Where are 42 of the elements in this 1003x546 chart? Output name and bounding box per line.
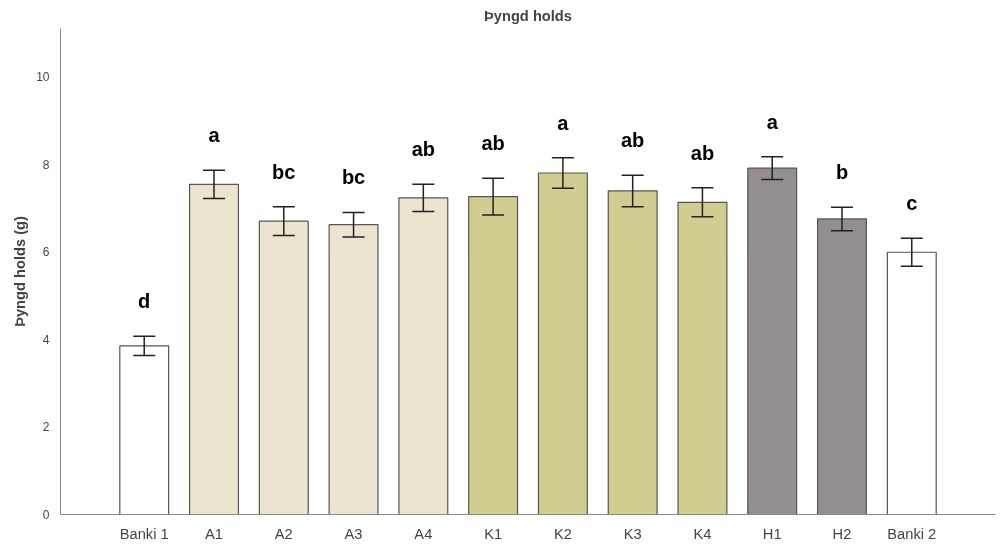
annotation: d <box>138 290 151 313</box>
annotation: bc <box>341 166 366 189</box>
annotation: b <box>835 161 849 184</box>
y-tick-label: 2 <box>42 420 50 435</box>
x-tick-label: A4 <box>414 525 433 542</box>
y-tick-label: 4 <box>42 332 50 347</box>
x-tick-label: A3 <box>344 525 363 542</box>
bar <box>398 197 449 515</box>
x-tick-label: H2 <box>832 525 852 542</box>
bar <box>328 224 379 515</box>
x-tick-label: A2 <box>274 525 293 542</box>
y-tick-label: 10 <box>36 70 50 85</box>
annotation: a <box>766 110 779 133</box>
x-tick-label: H1 <box>762 525 782 542</box>
annotation: a <box>208 124 221 147</box>
y-tick-label: 8 <box>42 157 50 172</box>
bar <box>537 172 588 515</box>
x-tick-label: K2 <box>553 525 572 542</box>
bar <box>188 183 240 515</box>
annotation: ab <box>620 129 645 152</box>
x-tick-label: Banki 2 <box>887 525 937 542</box>
y-axis-title: Þyngd holds (g) <box>12 216 29 327</box>
annotation: bc <box>272 160 296 183</box>
annotation: a <box>557 111 570 134</box>
x-tick-label: K4 <box>693 525 712 542</box>
x-tick-label: A1 <box>205 525 223 542</box>
bar <box>677 201 728 515</box>
annotation: ab <box>411 138 436 161</box>
y-tick-label: 0 <box>42 508 50 522</box>
y-tick-label: 6 <box>42 245 50 260</box>
annotation: ab <box>690 141 715 164</box>
bar <box>468 196 519 515</box>
x-tick-label: K3 <box>623 525 642 542</box>
bar <box>886 251 937 515</box>
bar <box>607 190 658 515</box>
chart-title: Þyngd holds <box>484 7 572 24</box>
annotation: ab <box>481 132 505 155</box>
x-tick-label: Banki 1 <box>119 525 169 542</box>
bar <box>119 345 170 515</box>
annotation: c <box>906 192 918 215</box>
bar <box>258 220 309 515</box>
x-tick-label: K1 <box>484 525 503 542</box>
